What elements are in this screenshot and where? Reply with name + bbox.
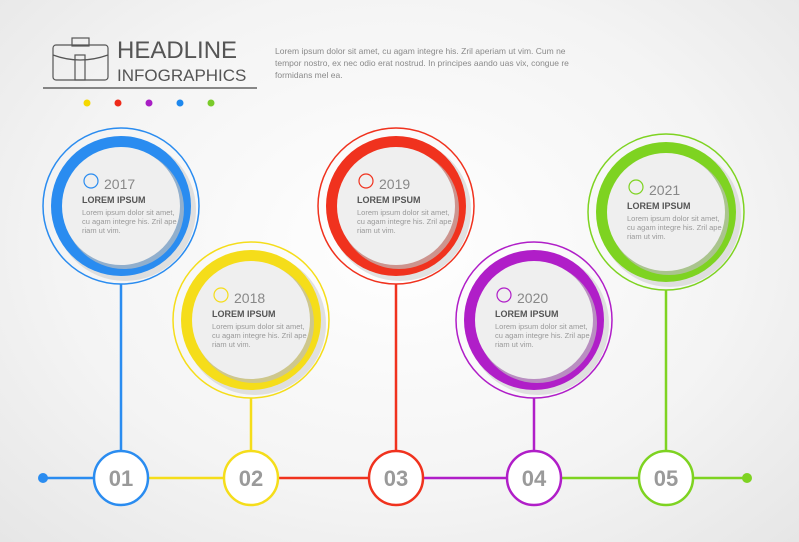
- inner-disc: [192, 261, 310, 379]
- inner-disc: [607, 153, 725, 271]
- step-5: 2021 LOREM IPSUM Lorem ipsum dolor sit ame…: [587, 133, 745, 507]
- gear-icon: [83, 173, 99, 189]
- inner-disc: [62, 147, 180, 265]
- step-text: cu agam integre his. Zril ape: [357, 217, 452, 226]
- step-text: riam ut vim.: [627, 232, 666, 241]
- color-dot: [83, 99, 91, 107]
- step-year: 2017: [104, 176, 135, 192]
- color-dot: [176, 99, 184, 107]
- outer-ring: [317, 127, 475, 285]
- step-year: 2021: [649, 182, 680, 198]
- step-year: 2018: [234, 290, 265, 306]
- step-text: riam ut vim.: [82, 226, 121, 235]
- timeline-end-dot: [742, 473, 752, 483]
- outer-ring: [42, 127, 200, 285]
- step-year: 2020: [517, 290, 548, 306]
- step-1: 2017 LOREM IPSUM Lorem ipsum dolor sit ame…: [42, 127, 200, 507]
- step-year: 2019: [379, 176, 410, 192]
- briefcase-icon: [52, 37, 109, 81]
- step-number: 01: [109, 466, 133, 491]
- step-text: Lorem ipsum dolor sit amet,: [357, 208, 450, 217]
- step-text: Lorem ipsum dolor sit amet,: [82, 208, 175, 217]
- inner-disc: [475, 261, 593, 379]
- step-heading: LOREM IPSUM: [82, 195, 146, 205]
- step-heading: LOREM IPSUM: [212, 309, 276, 319]
- step-text: cu agam integre his. Zril ape: [627, 223, 722, 232]
- step-text: cu agam integre his. Zril ape: [495, 331, 590, 340]
- color-dot: [207, 99, 215, 107]
- outer-ring: [455, 241, 613, 399]
- info-icon: [628, 179, 644, 195]
- step-heading: LOREM IPSUM: [495, 309, 559, 319]
- inner-disc: [337, 147, 455, 265]
- step-text: Lorem ipsum dolor sit amet,: [627, 214, 720, 223]
- step-heading: LOREM IPSUM: [357, 195, 421, 205]
- outer-ring: [587, 133, 745, 291]
- step-text: cu agam integre his. Zril ape: [212, 331, 307, 340]
- step-number: 04: [522, 466, 547, 491]
- number-badge: [505, 449, 563, 507]
- number-badge: [637, 449, 695, 507]
- step-text: riam ut vim.: [212, 340, 251, 349]
- step-text: cu agam integre his. Zril ape: [82, 217, 177, 226]
- color-dot: [145, 99, 153, 107]
- step-heading: LOREM IPSUM: [627, 201, 691, 211]
- number-badge: [92, 449, 150, 507]
- step-number: 03: [384, 466, 408, 491]
- color-dots: [83, 99, 215, 107]
- handshake-icon: [496, 287, 512, 303]
- step-4: 2020 LOREM IPSUM Lorem ipsum dolor sit ame…: [455, 241, 613, 507]
- step-text: riam ut vim.: [495, 340, 534, 349]
- step-2: 2018 LOREM IPSUM Lorem ipsum dolor sit ame…: [172, 241, 330, 507]
- step-number: 05: [654, 466, 678, 491]
- intro-text: Lorem ipsum dolor sit amet, cu agam inte…: [275, 46, 569, 80]
- number-badge: [367, 449, 425, 507]
- step-number: 02: [239, 466, 263, 491]
- headline-title: HEADLINE: [117, 37, 237, 64]
- step-3: 2019 LOREM IPSUM Lorem ipsum dolor sit ame…: [317, 127, 475, 507]
- outer-ring: [172, 241, 330, 399]
- timeline-start-dot: [38, 473, 48, 483]
- number-badge: [222, 449, 280, 507]
- step-text: Lorem ipsum dolor sit amet,: [495, 322, 588, 331]
- chart-icon: [358, 173, 374, 189]
- step-text: Lorem ipsum dolor sit amet,: [212, 322, 305, 331]
- color-dot: [114, 99, 122, 107]
- step-text: riam ut vim.: [357, 226, 396, 235]
- headline-subtitle: INFOGRAPHICS: [117, 66, 246, 85]
- lightbulb-icon: [213, 287, 229, 303]
